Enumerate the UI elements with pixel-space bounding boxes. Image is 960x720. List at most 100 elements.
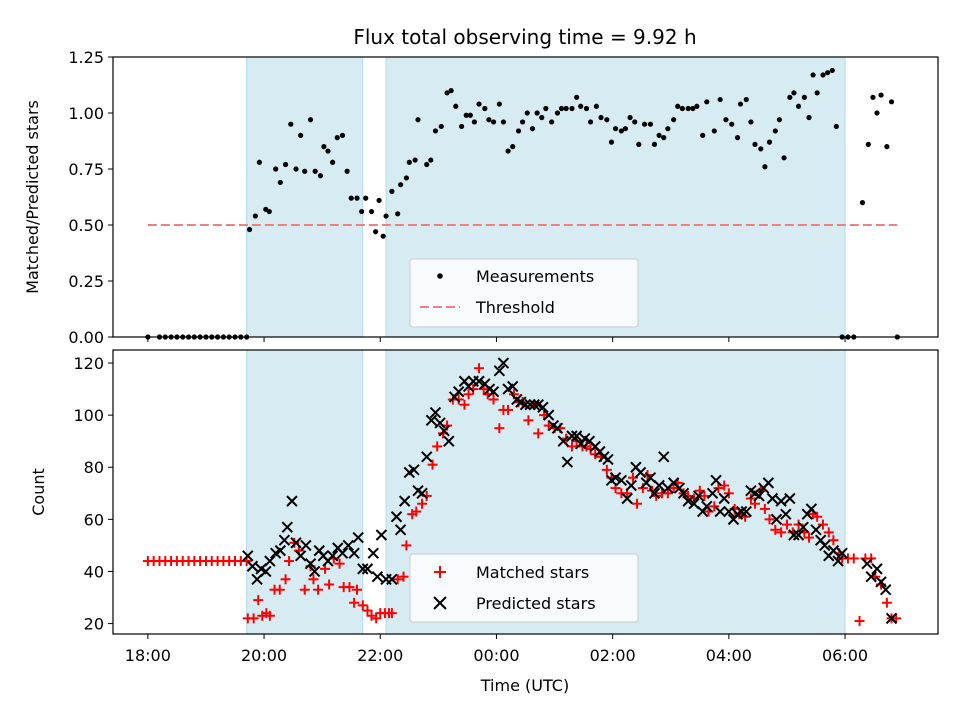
predicted-star-point bbox=[290, 537, 302, 549]
predicted-star-point bbox=[770, 513, 783, 526]
measurement-point bbox=[486, 117, 492, 123]
measurement-point bbox=[529, 126, 536, 132]
measurement-point bbox=[558, 105, 565, 112]
matched-star-point bbox=[709, 501, 720, 512]
measurement-point bbox=[453, 103, 459, 109]
measurement-point bbox=[293, 166, 299, 172]
measurement-point bbox=[363, 195, 369, 201]
matched-star-point bbox=[812, 511, 823, 522]
predicted-star-point bbox=[653, 479, 665, 492]
measurement-point bbox=[578, 103, 584, 109]
predicted-star-point bbox=[784, 492, 796, 505]
count-panel: 20 40 60 80 100 120 18:00 20:00 22:00 00:00 02:00… bbox=[29, 349, 939, 695]
predicted-star-point bbox=[361, 563, 374, 575]
measurement-point bbox=[496, 101, 502, 107]
predicted-star-point bbox=[493, 365, 506, 377]
predicted-star-point bbox=[443, 435, 455, 447]
predicted-star-point bbox=[537, 401, 549, 414]
measurement-point bbox=[743, 96, 749, 103]
predicted-star-point bbox=[871, 563, 883, 575]
matched-star-point bbox=[280, 574, 291, 585]
measurement-point bbox=[814, 90, 820, 96]
measurement-point bbox=[317, 173, 324, 179]
x-tick-label: 20:00 bbox=[241, 646, 287, 665]
top-legend-box bbox=[409, 258, 639, 328]
predicted-star-point bbox=[386, 573, 398, 585]
matched-star-point bbox=[503, 404, 514, 415]
measurement-point bbox=[395, 211, 401, 217]
threshold-legend-label: Threshold bbox=[475, 298, 555, 317]
predicted-star-point bbox=[434, 417, 446, 429]
measurement-point bbox=[463, 112, 469, 118]
predicted-star-point bbox=[710, 474, 722, 486]
matched-star-point bbox=[357, 600, 368, 611]
measurement-point bbox=[403, 175, 409, 181]
measurement-point bbox=[444, 90, 450, 96]
predicted-star-point bbox=[875, 576, 887, 588]
measurement-point bbox=[246, 226, 253, 233]
matched-star-point bbox=[334, 558, 345, 569]
measurement-point bbox=[432, 128, 439, 134]
matched-star-point bbox=[719, 480, 730, 491]
predicted-star-point bbox=[348, 547, 360, 559]
top-y-tick-label: 0.25 bbox=[68, 272, 104, 291]
predicted-star-point bbox=[416, 487, 428, 500]
measurement-point bbox=[334, 135, 340, 141]
measurement-point bbox=[690, 105, 696, 112]
top-plot-frame bbox=[112, 56, 939, 338]
predicted-star-point bbox=[524, 399, 536, 411]
predicted-star-point bbox=[264, 555, 276, 567]
predicted-star-point bbox=[286, 495, 298, 507]
measurement-point bbox=[711, 128, 717, 134]
predicted-star-point bbox=[753, 490, 765, 502]
matched-star-point bbox=[313, 584, 324, 595]
matched-star-point bbox=[699, 490, 710, 501]
measurement-point bbox=[723, 117, 729, 123]
predicted-star-point bbox=[625, 479, 637, 492]
top-y-axis-label: Matched/Predicted stars bbox=[23, 100, 42, 294]
measurement-point bbox=[574, 94, 580, 100]
predicted-star-point bbox=[336, 547, 349, 559]
measurement-point bbox=[671, 117, 677, 123]
matched-star-point bbox=[488, 394, 499, 405]
predicted-star-point bbox=[342, 539, 355, 552]
top-y-tick-label: 0.00 bbox=[68, 328, 104, 347]
predicted-star-point bbox=[805, 503, 818, 515]
x-tick-label: 00:00 bbox=[473, 646, 519, 665]
measurement-point bbox=[772, 128, 778, 134]
matched-star-point bbox=[776, 527, 787, 538]
matched-star-point bbox=[662, 488, 673, 499]
matched-star-point bbox=[362, 605, 373, 616]
predicted-star-point bbox=[682, 495, 694, 507]
bottom-y-tick-label: 80 bbox=[84, 458, 104, 477]
matched-star-point bbox=[759, 503, 770, 514]
predicted-star-point bbox=[408, 464, 420, 476]
measurement-point bbox=[307, 117, 314, 123]
predicted-star-point bbox=[885, 612, 898, 625]
predicted-star-point bbox=[507, 380, 519, 393]
predicted-star-point bbox=[701, 500, 713, 513]
measurement-point bbox=[627, 114, 633, 121]
measurement-point bbox=[325, 148, 331, 154]
measurement-point bbox=[330, 159, 336, 165]
measurement-point bbox=[569, 105, 575, 112]
predicted-star-point bbox=[304, 557, 317, 570]
matched-star-point bbox=[474, 363, 485, 374]
measurement-point bbox=[675, 103, 681, 109]
measurement-point bbox=[554, 110, 561, 116]
measurement-point bbox=[438, 123, 444, 130]
predicted-star-point bbox=[561, 456, 574, 468]
measurement-point bbox=[888, 99, 895, 105]
measurement-point bbox=[833, 123, 839, 130]
matched-star-point bbox=[463, 389, 474, 400]
measurement-point bbox=[273, 166, 279, 172]
matched-star-point bbox=[289, 537, 300, 548]
measurement-point bbox=[651, 141, 658, 147]
matched-star-point bbox=[386, 608, 397, 619]
predicted-star-point bbox=[308, 565, 321, 578]
matched-star-point bbox=[324, 579, 335, 590]
measurement-point bbox=[500, 119, 507, 125]
measurement-point bbox=[874, 110, 880, 116]
predicted-star-point bbox=[398, 495, 411, 507]
matched-star-point bbox=[344, 582, 355, 593]
